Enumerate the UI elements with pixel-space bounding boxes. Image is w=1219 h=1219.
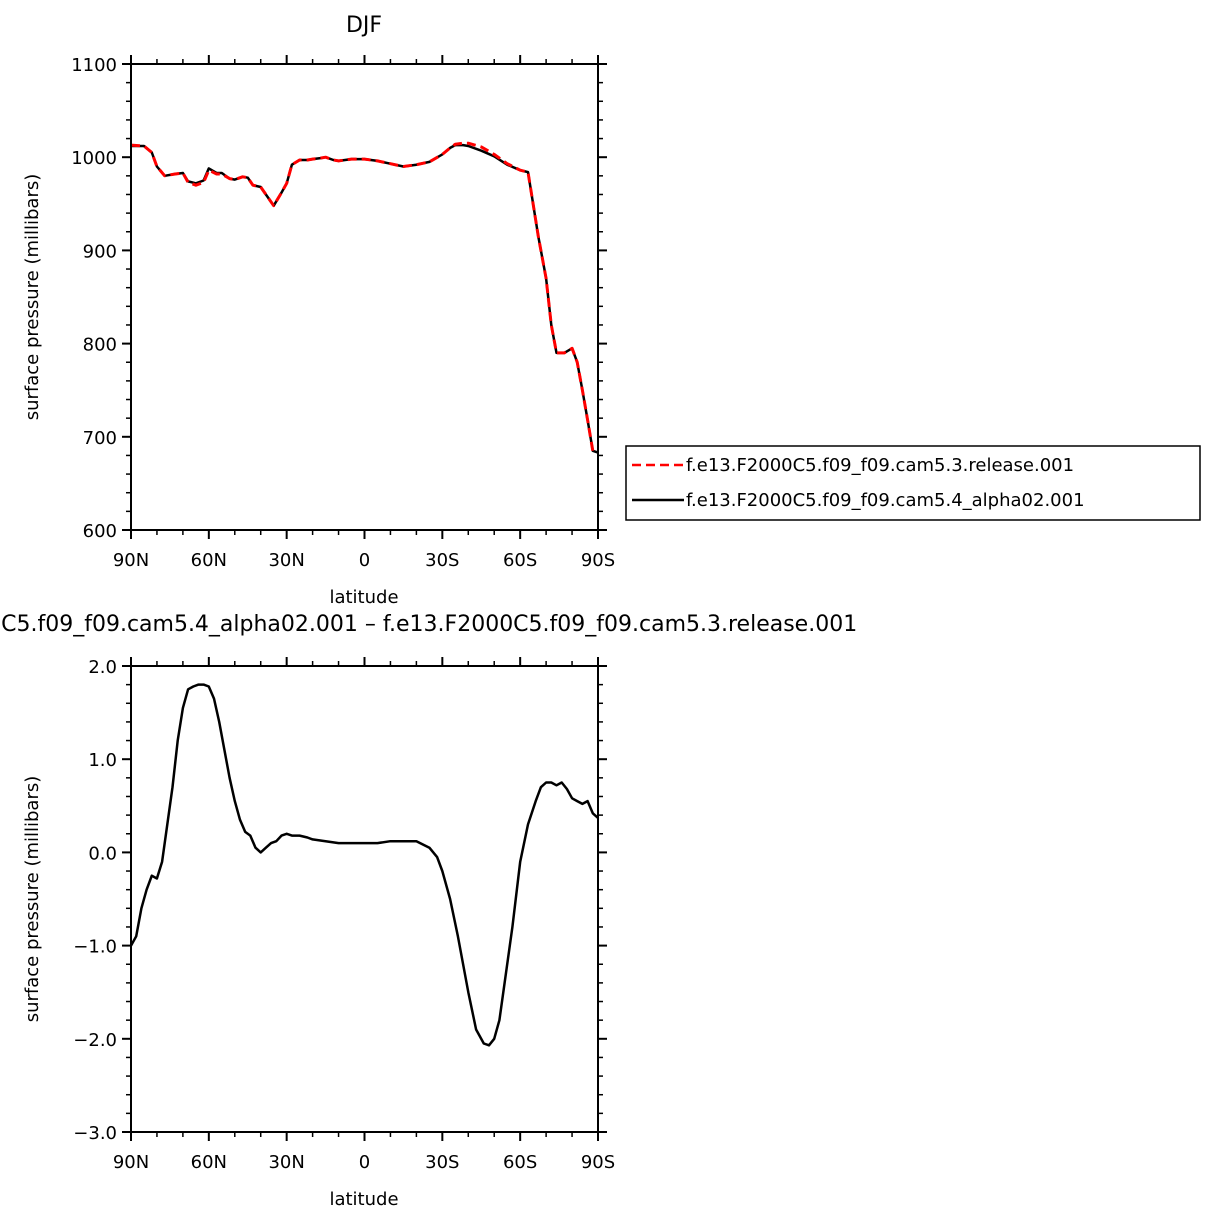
plot-bottom: f.e13.F2000C5.f09_f09.cam5.4_alpha02.001… — [0, 612, 857, 1210]
plot-top-xtick-label: 30N — [268, 550, 304, 571]
plot-bottom-title: f.e13.F2000C5.f09_f09.cam5.4_alpha02.001… — [0, 612, 857, 637]
plot-top-ytick-label: 1100 — [71, 55, 117, 76]
plot-top-xtick-label: 90S — [581, 550, 615, 571]
plot-top-title: DJF — [346, 13, 382, 38]
legend-label-alpha: f.e13.F2000C5.f09_f09.cam5.4_alpha02.001 — [686, 490, 1085, 511]
plot-top-frame — [130, 63, 599, 531]
plot-bottom-ytick-label: −1.0 — [73, 937, 117, 958]
plot-top-xtick-label: 30S — [425, 550, 459, 571]
plot-top-series — [130, 141, 599, 455]
plot-bottom-xtick-label: 90S — [581, 1152, 615, 1173]
plot-bottom-series — [129, 683, 599, 1047]
plot-top-ytick-label: 1000 — [71, 148, 117, 169]
plot-bottom-series-line-0 — [129, 683, 599, 1047]
plot-top-xtick-label: 60N — [191, 550, 227, 571]
plot-top-ylabel: surface pressure (millibars) — [22, 174, 43, 421]
plot-top: DJF 90N 60N 30N 0 30S 60S 90S 600 700 800 900 1000 1… — [22, 13, 615, 608]
plot-bottom-xtick-label: 90N — [113, 1152, 149, 1173]
plot-bottom-ytick-label: 2.0 — [88, 657, 117, 678]
plot-bottom-xtick-label: 30N — [268, 1152, 304, 1173]
plot-bottom-ytick-label: 1.0 — [88, 750, 117, 771]
plot-bottom-xtick-label: 30S — [425, 1152, 459, 1173]
plot-bottom-ytick-label: −3.0 — [73, 1123, 117, 1144]
legend-box — [625, 445, 1201, 521]
plot-top-ytick-label: 700 — [83, 428, 117, 449]
plot-top-ytick-label: 600 — [83, 521, 117, 542]
plot-bottom-frame — [130, 665, 599, 1133]
plot-top-series-line-1 — [131, 143, 599, 454]
plot-bottom-xlabel: latitude — [329, 1189, 398, 1210]
plot-bottom-ytick-label: −2.0 — [73, 1030, 117, 1051]
legend-label-release: f.e13.F2000C5.f09_f09.cam5.3.release.001 — [686, 455, 1074, 476]
plot-top-ytick-label: 800 — [83, 335, 117, 356]
plot-bottom-ylabel: surface pressure (millibars) — [22, 776, 43, 1023]
plot-top-xtick-label: 0 — [359, 550, 370, 571]
plot-top-xlabel: latitude — [329, 587, 398, 608]
plot-top-series-line-0 — [130, 141, 599, 455]
plot-top-xtick-label: 60S — [503, 550, 537, 571]
plot-bottom-ytick-label: 0.0 — [88, 843, 117, 864]
legend: f.e13.F2000C5.f09_f09.cam5.3.release.001… — [625, 445, 1201, 521]
plot-top-xtick-label: 90N — [113, 550, 149, 571]
plot-bottom-xtick-label: 60S — [503, 1152, 537, 1173]
plot-top-ytick-label: 900 — [83, 241, 117, 262]
plot-bottom-xtick-label: 60N — [191, 1152, 227, 1173]
plot-bottom-xtick-label: 0 — [359, 1152, 370, 1173]
